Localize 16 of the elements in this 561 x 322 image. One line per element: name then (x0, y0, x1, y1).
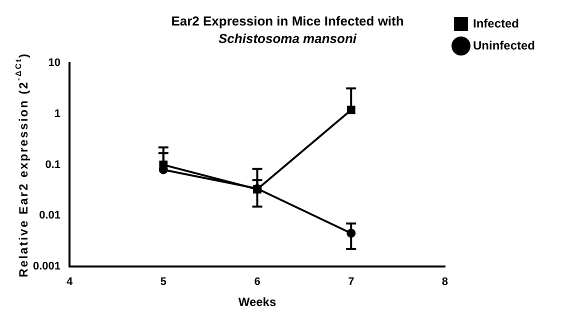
y-axis-title: Relative Ear2 expression (2-ΔCt) (14, 52, 30, 278)
x-tick-label: 5 (160, 276, 166, 288)
x-tick-label: 7 (348, 276, 354, 288)
y-tick-label: 0.01 (39, 210, 61, 222)
x-tick-label: 4 (66, 276, 74, 288)
y-tick-label: 0.1 (45, 158, 61, 171)
legend-label: Uninfected (472, 38, 536, 52)
x-tick-label: 8 (442, 276, 448, 288)
chart-subtitle: Schistosoma mansoni (218, 30, 357, 46)
chart-title: Ear2 Expression in Mice Infected with (171, 13, 404, 28)
x-tick-label: 6 (254, 276, 260, 288)
x-axis-title: Weeks (238, 295, 276, 310)
y-tick-label: 10 (48, 57, 61, 70)
legend-label: Infected (472, 16, 520, 30)
y-tick-label: 0.001 (32, 260, 61, 272)
y-tick-label: 1 (54, 108, 61, 120)
